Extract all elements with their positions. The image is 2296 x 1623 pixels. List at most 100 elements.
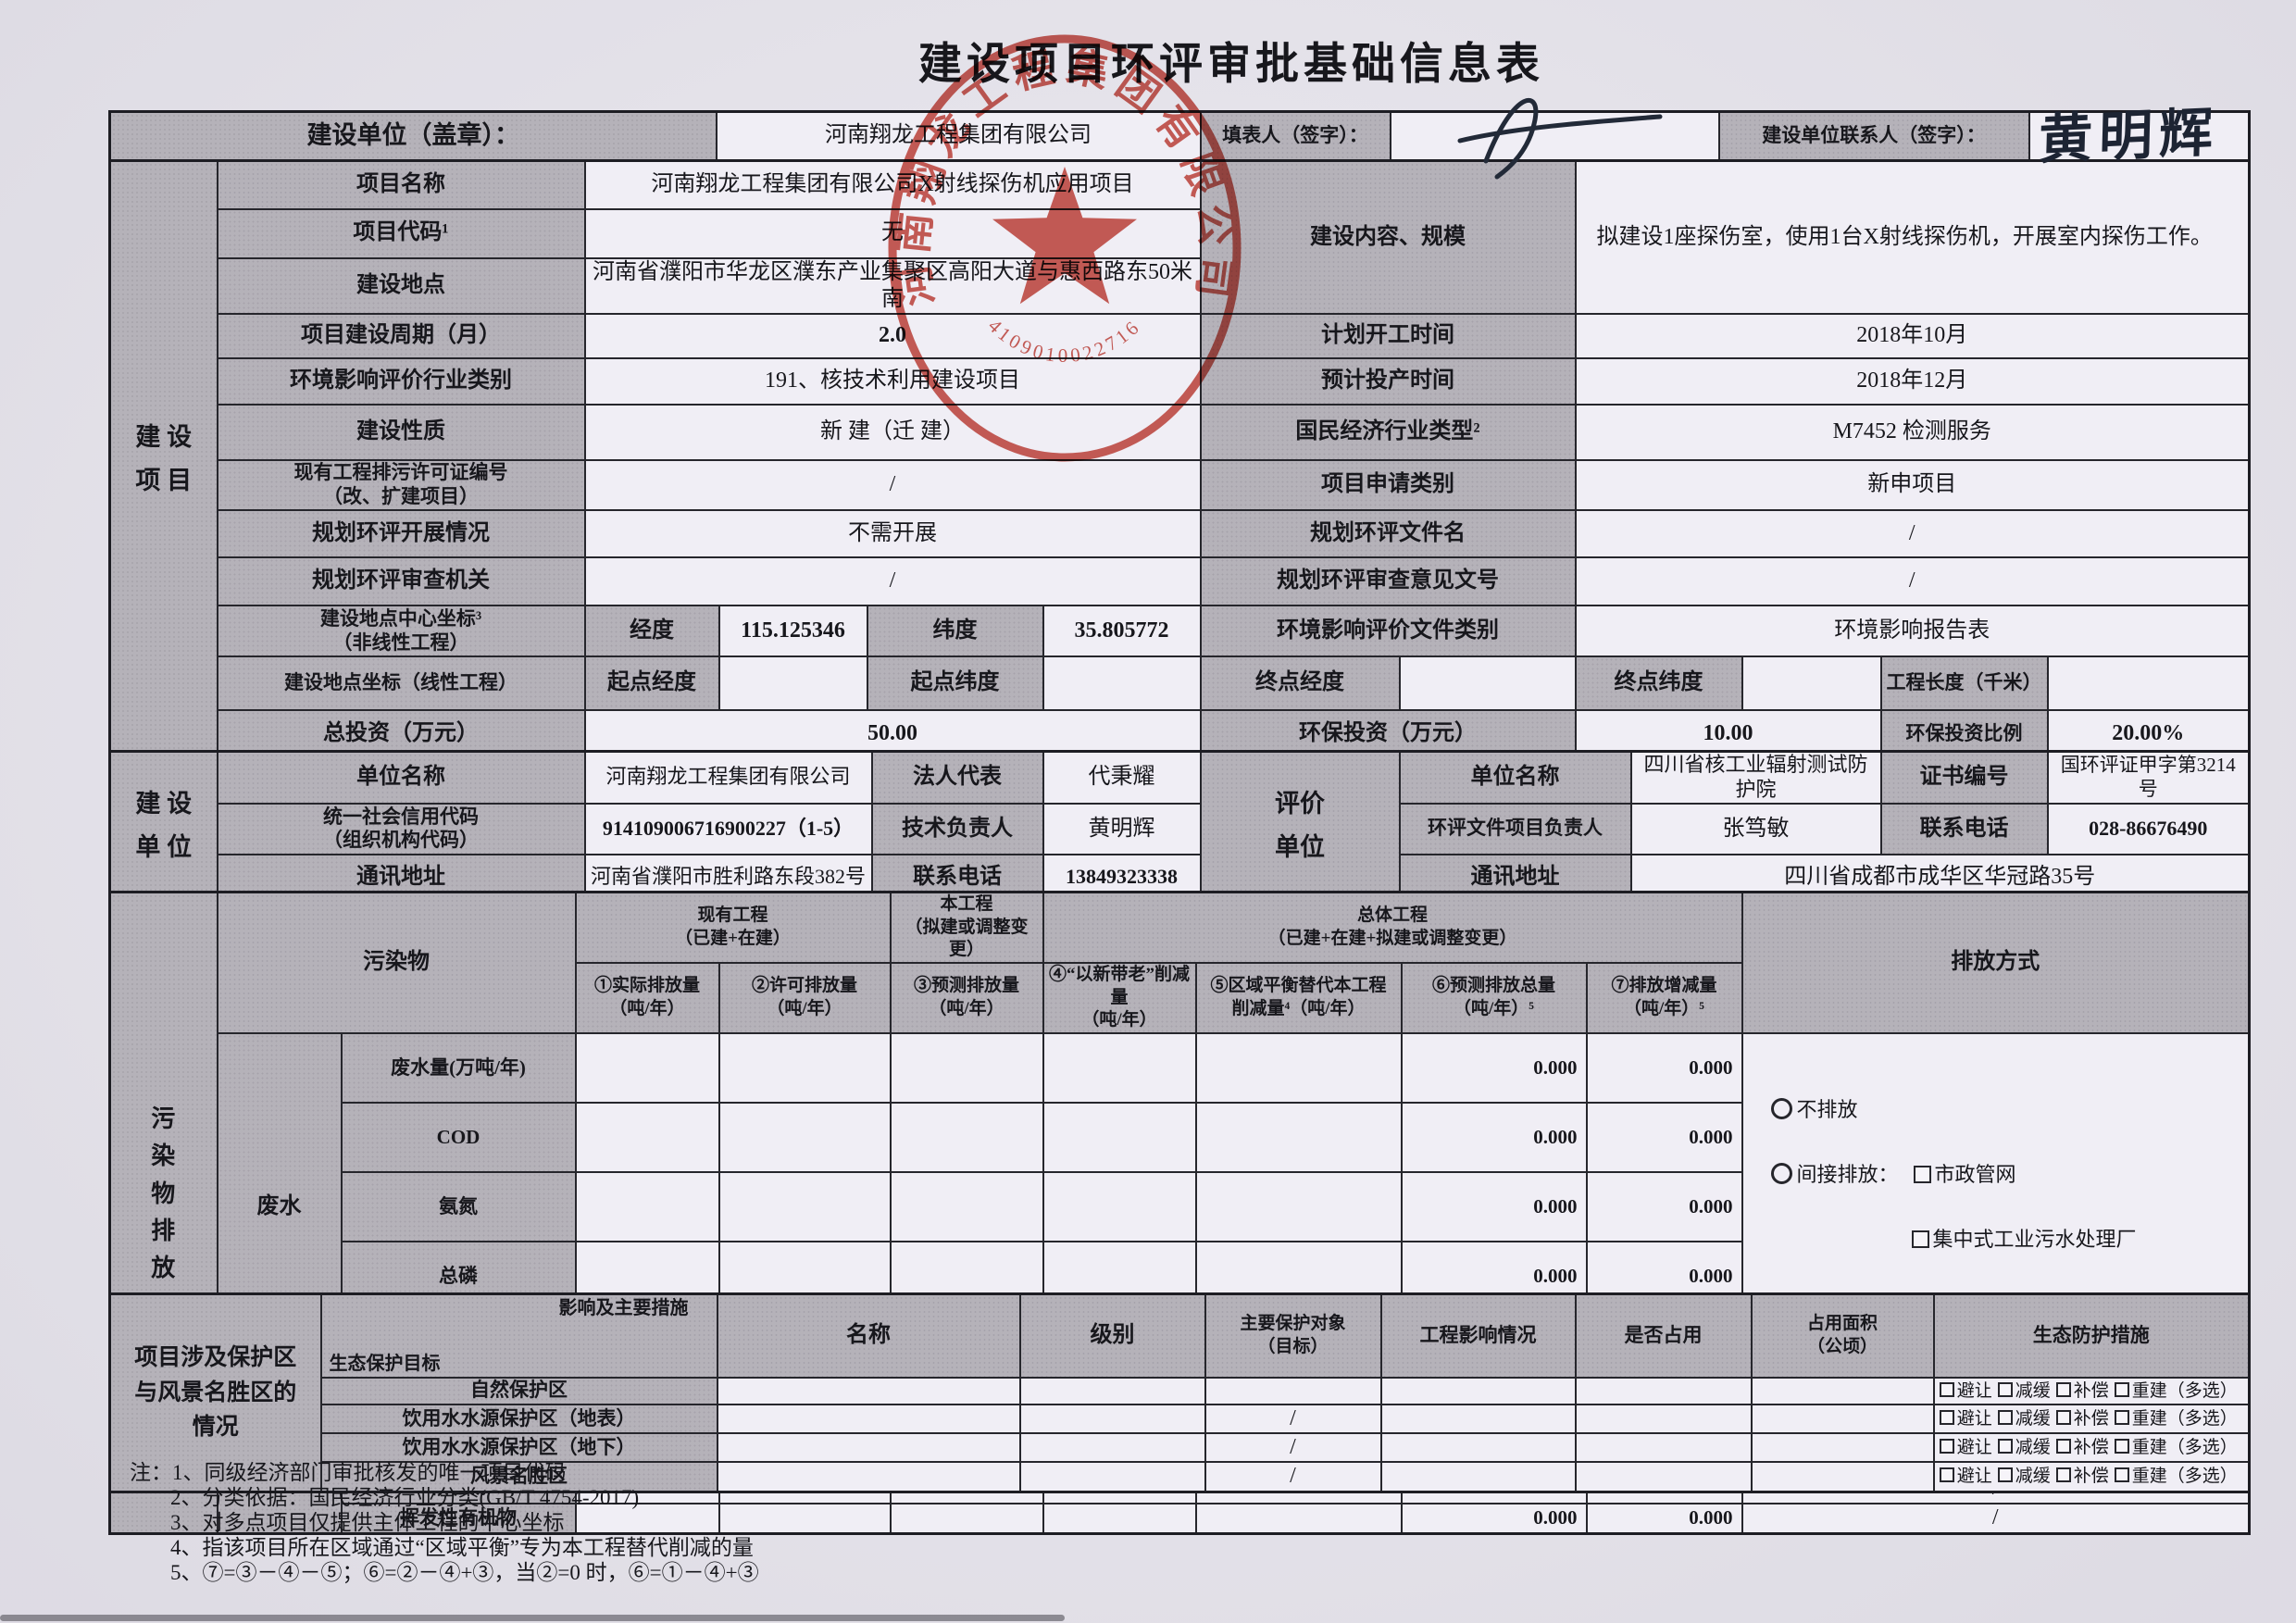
note-line: 注：1、同级经济部门审批核发的唯一项目代码 [130, 1461, 567, 1484]
section-label-project: 建 设 项 目 [108, 159, 218, 760]
start-lng-value [718, 655, 868, 712]
pollutant-row-name: 氨氮 [340, 1171, 577, 1243]
empty-cell [1750, 1432, 1935, 1464]
empty-cell [1574, 1432, 1753, 1464]
content-scale-value: 拟建设1座探伤室，使用1台X射线探伤机，开展室内探伤工作。 [1574, 159, 2251, 316]
checkbox-icon [2055, 1439, 2071, 1454]
empty-cell [1018, 1432, 1206, 1464]
apply-type-label: 项目申请类别 [1199, 459, 1577, 512]
measures-cell: 避让 减缓 补偿 重建（多选） [1932, 1403, 2251, 1435]
economy-type-label: 国民经济行业类型² [1199, 404, 1577, 462]
evaluator-phone-value: 028-86676490 [2046, 802, 2251, 855]
filler-signature [1457, 97, 1663, 180]
nature-label: 建设性质 [216, 404, 586, 462]
measure-label: 减缓 [2015, 1380, 2051, 1401]
cert-no-label: 证书编号 [1879, 750, 2049, 805]
filler-label: 填表人（签字）： [1199, 110, 1391, 162]
mode-col-header: 排放方式 [1741, 891, 2251, 1035]
apply-type-value: 新申项目 [1574, 459, 2251, 512]
industry-cat-label: 环境影响评价行业类别 [216, 357, 586, 406]
plan-eia-value: 不需开展 [583, 509, 1202, 559]
project-name-value: 河南翔龙工程集团有限公司X射线探伤机应用项目 [583, 159, 1202, 210]
group-current-header: 本工程 （拟建或调整变更） [889, 891, 1044, 965]
measure-label: 重建（多选） [2131, 1438, 2238, 1458]
checkbox-icon [2114, 1439, 2129, 1454]
empty-cell [1042, 1502, 1197, 1535]
col-h6: ⑥预测排放总量 （吨/年）⁵ [1400, 962, 1588, 1035]
checkbox-icon [1939, 1439, 1954, 1454]
start-lat-value [1042, 655, 1202, 712]
mode-indirect-label: 间接排放： [1796, 1163, 1899, 1187]
plan-org-value: / [583, 556, 1202, 607]
empty-cell [574, 1102, 720, 1174]
note-line: 5、⑦=③－④－⑤；⑥=②－④+③，当②=0 时，⑥=①－④+③ [170, 1561, 759, 1584]
eia-chief-value: 张笃敏 [1629, 802, 1882, 855]
note-line: 4、指该项目所在区域通过“区域平衡”专为本工程替代削减的量 [170, 1536, 754, 1559]
protected-row-label: 饮用水水源保护区（地表） [319, 1403, 718, 1435]
checkbox-icon [2114, 1381, 2129, 1397]
empty-cell [716, 1403, 1021, 1435]
measure-label: 避让 [1956, 1438, 1992, 1458]
pollutant-row-name: 挥发性有机物 [340, 1502, 577, 1535]
empty-cell [1018, 1461, 1206, 1493]
checkbox-icon [1939, 1467, 1954, 1483]
period-value: 2.0 [583, 313, 1202, 360]
permit-label: 现有工程排污许可证编号 （改、扩建项目） [216, 459, 586, 512]
checkbox-icon [2055, 1409, 2071, 1425]
empty-cell [574, 1502, 720, 1535]
location-label: 建设地点 [216, 256, 586, 316]
seal-label: 建设单位（盖章）： [108, 110, 718, 162]
empty-cell [718, 1102, 892, 1174]
col-h7: ⑦排放增减量 （吨/年）⁵ [1585, 962, 1743, 1035]
measures-cell: 避让 减缓 补偿 重建（多选） [1932, 1432, 2251, 1464]
eia-chief-label: 环评文件项目负责人 [1398, 802, 1632, 855]
nature-value: 新 建（迁 建） [583, 404, 1202, 462]
group-existing-header: 现有工程 （已建+在建） [574, 891, 892, 965]
end-lng-value [1398, 655, 1577, 712]
checkbox-icon [1997, 1467, 2013, 1483]
credit-code-value: 914109006716900227（1-5） [583, 802, 873, 855]
checkbox-icon [1997, 1439, 2013, 1454]
section-label-protected: 项目涉及保护区 与风景名胜区的 情况 [108, 1292, 322, 1493]
measures-cell: 避让 减缓 补偿 重建（多选） [1932, 1461, 2251, 1493]
col-measures-header: 生态防护措施 [1932, 1292, 2251, 1379]
col-impact-header: 工程影响情况 [1379, 1292, 1577, 1379]
checkbox-icon [2055, 1467, 2071, 1483]
length-label: 工程长度（千米） [1879, 655, 2049, 712]
col-h5: ⑤区域平衡替代本工程 削减量⁴（吨/年） [1194, 962, 1403, 1035]
contact-signature: 黄明辉 [2038, 102, 2220, 170]
checkbox-icon [2114, 1467, 2129, 1483]
measure-label: 减缓 [2015, 1408, 2051, 1429]
target-value: / [1204, 1432, 1382, 1464]
checkbox-icon [1939, 1409, 1954, 1425]
project-name-label: 项目名称 [216, 159, 586, 210]
empty-cell [1042, 1102, 1197, 1174]
empty-cell [574, 1032, 720, 1105]
empty-cell [1194, 1102, 1403, 1174]
credit-code-label: 统一社会信用代码 （组织机构代码） [216, 802, 586, 855]
target-value: / [1204, 1403, 1382, 1435]
plan-doc-label: 规划环评文件名 [1199, 509, 1577, 559]
empty-cell [1379, 1376, 1577, 1405]
industry-cat-value: 191、核技术利用建设项目 [583, 357, 1202, 406]
builder-name-value: 河南翔龙工程集团有限公司 [583, 750, 873, 805]
end-lat-value [1741, 655, 1882, 712]
measure-label: 避让 [1956, 1380, 1992, 1401]
project-section-table: 建 设 项 目 项目名称 河南翔龙工程集团有限公司X射线探伤机应用项目 建设内容… [108, 159, 2251, 760]
empty-cell [1750, 1461, 1935, 1493]
eia-doc-type-label: 环境影响评价文件类别 [1199, 605, 1577, 658]
checkbox-icon [2055, 1381, 2071, 1397]
empty-cell [1750, 1376, 1935, 1405]
scan-edge-shadow [0, 1615, 1065, 1621]
project-code-label: 项目代码¹ [216, 207, 586, 259]
tech-lead-label: 技术负责人 [870, 802, 1044, 855]
target-value [1204, 1376, 1382, 1405]
empty-cell [889, 1102, 1044, 1174]
linear-coord-label: 建设地点坐标（线性工程） [216, 655, 586, 712]
legal-rep-label: 法人代表 [870, 750, 1044, 805]
empty-cell [889, 1502, 1044, 1535]
col-h4: ④“以新带老”削减量 （吨/年） [1042, 962, 1197, 1035]
empty-cell [574, 1171, 720, 1243]
section-label-builder: 建 设 单 位 [108, 750, 218, 902]
measure-label: 补偿 [2073, 1408, 2109, 1429]
